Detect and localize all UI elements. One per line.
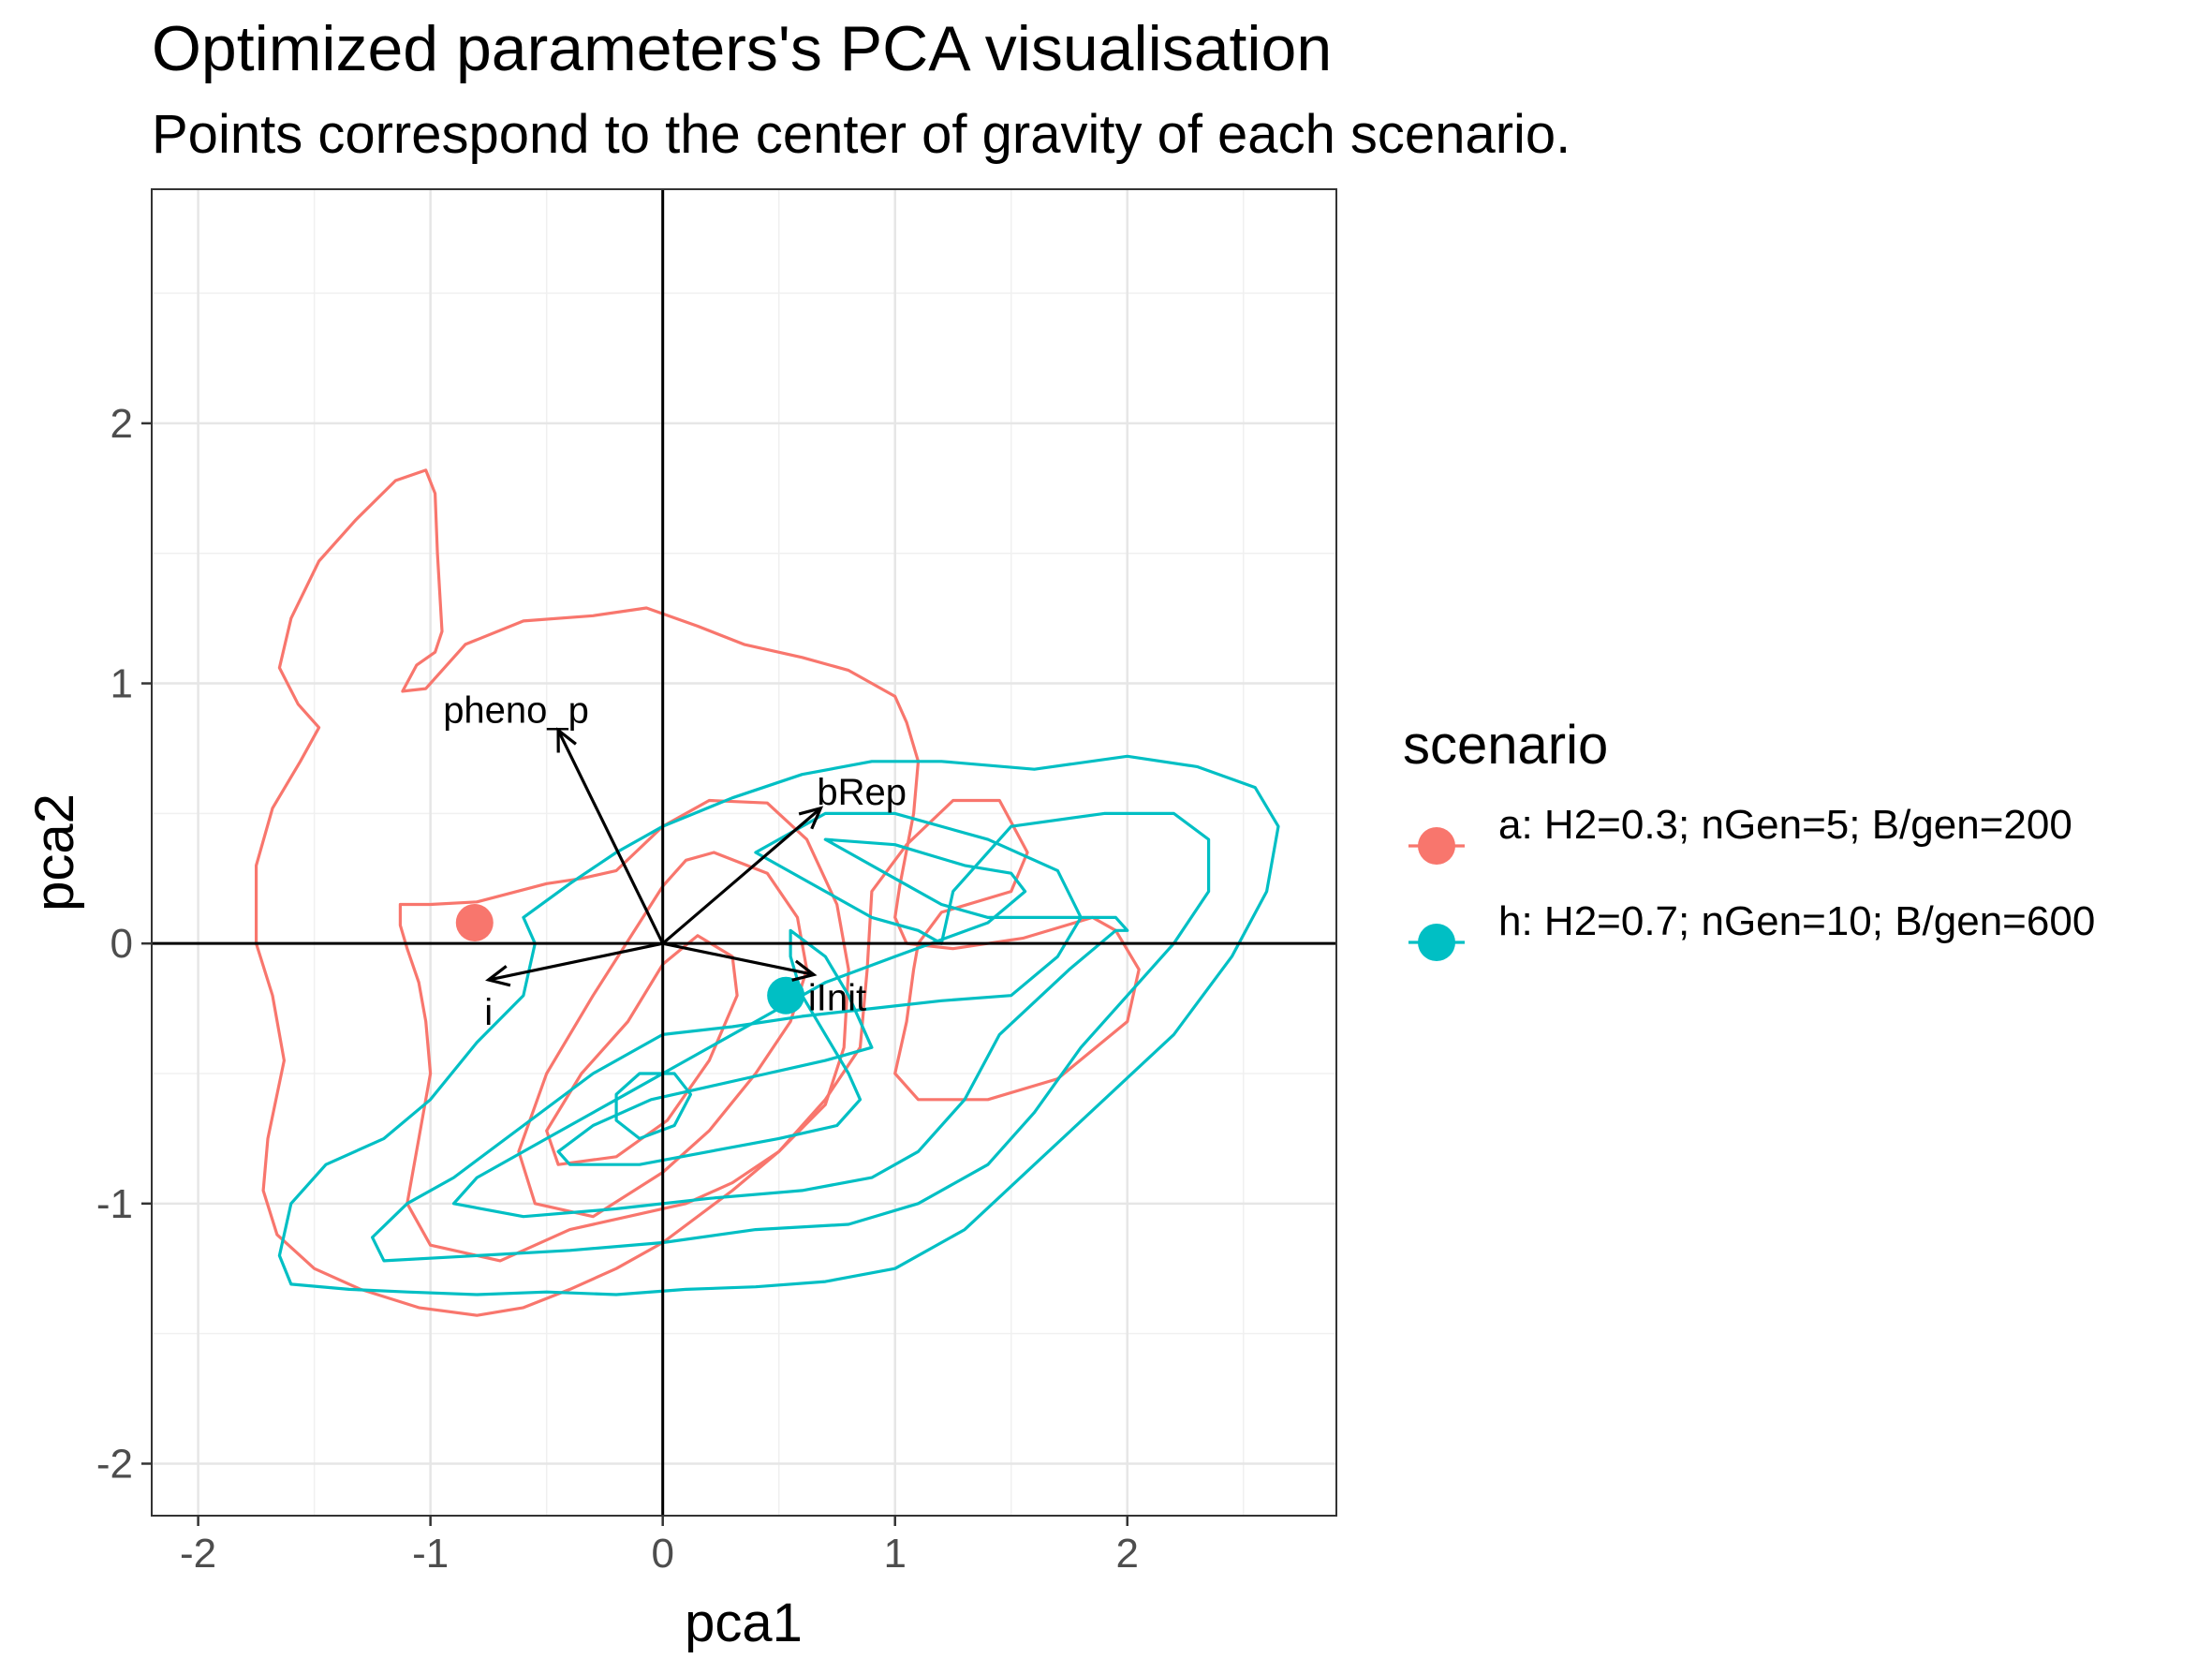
y-tick-label: 0	[111, 921, 133, 967]
chart-title: Optimized parameters's PCA visualisation	[152, 13, 1332, 84]
density-contour-1-1	[371, 811, 1211, 1263]
grid-minor	[152, 189, 1336, 1516]
density-contour-0-0	[255, 468, 1141, 1317]
legend-title: scenario	[1403, 715, 1608, 776]
arrow-shaft	[661, 807, 822, 945]
arrow-label-iInit: iInit	[808, 977, 866, 1018]
arrow-label-pheno_p: pheno_p	[443, 690, 589, 732]
centroid-points	[455, 903, 805, 1015]
plot-panel	[152, 189, 1336, 1516]
arrow-shaft	[556, 729, 665, 944]
centroid-point-0	[455, 903, 494, 941]
legend-key-point	[1418, 827, 1455, 865]
y-tick-label: -1	[96, 1181, 133, 1227]
x-tick-label: -2	[180, 1531, 216, 1577]
legend-label: h: H2=0.7; nGen=10; B/gen=600	[1498, 898, 2095, 944]
legend-label: a: H2=0.3; nGen=5; B/gen=200	[1498, 802, 2072, 848]
legend-key-point	[1418, 924, 1455, 961]
density-contour-0-1	[398, 798, 850, 1263]
centroid-point-1	[767, 976, 805, 1015]
y-tick-label: 1	[111, 661, 133, 707]
x-axis: -2 -1 0 1 2	[180, 1516, 1139, 1577]
density-contour-1-0	[277, 754, 1280, 1296]
y-tick-label: -2	[96, 1441, 133, 1487]
arrow-head	[556, 727, 577, 753]
density-contour-0-3	[545, 934, 739, 1166]
legend: scenario a: H2=0.3; nGen=5; B/gen=200 h: …	[1403, 715, 2095, 961]
y-axis: -2 -1 0 1 2	[96, 401, 152, 1487]
loading-arrows: pheno_p bRep i iInit	[443, 690, 907, 1034]
x-tick-label: -1	[412, 1531, 449, 1577]
x-tick-label: 0	[651, 1531, 673, 1577]
arrow-label-bRep: bRep	[817, 772, 907, 813]
x-axis-label: pca1	[685, 1592, 803, 1653]
arrow-shaft	[488, 941, 664, 982]
plot-border	[151, 188, 1337, 1517]
x-tick-label: 2	[1116, 1531, 1139, 1577]
density-contour-1-4	[614, 1072, 693, 1140]
y-tick-label: 2	[111, 401, 133, 447]
arrow-label-i: i	[484, 992, 493, 1033]
arrow-head	[485, 965, 511, 987]
reference-lines	[152, 189, 1336, 1516]
arrow-shaft	[662, 941, 815, 977]
chart-subtitle: Points correspond to the center of gravi…	[152, 104, 1571, 165]
x-tick-label: 1	[883, 1531, 906, 1577]
arrow-head	[798, 806, 824, 830]
y-axis-label: pca2	[24, 793, 85, 911]
arrow-head	[791, 959, 818, 982]
density-contour-1-3	[556, 928, 874, 1166]
